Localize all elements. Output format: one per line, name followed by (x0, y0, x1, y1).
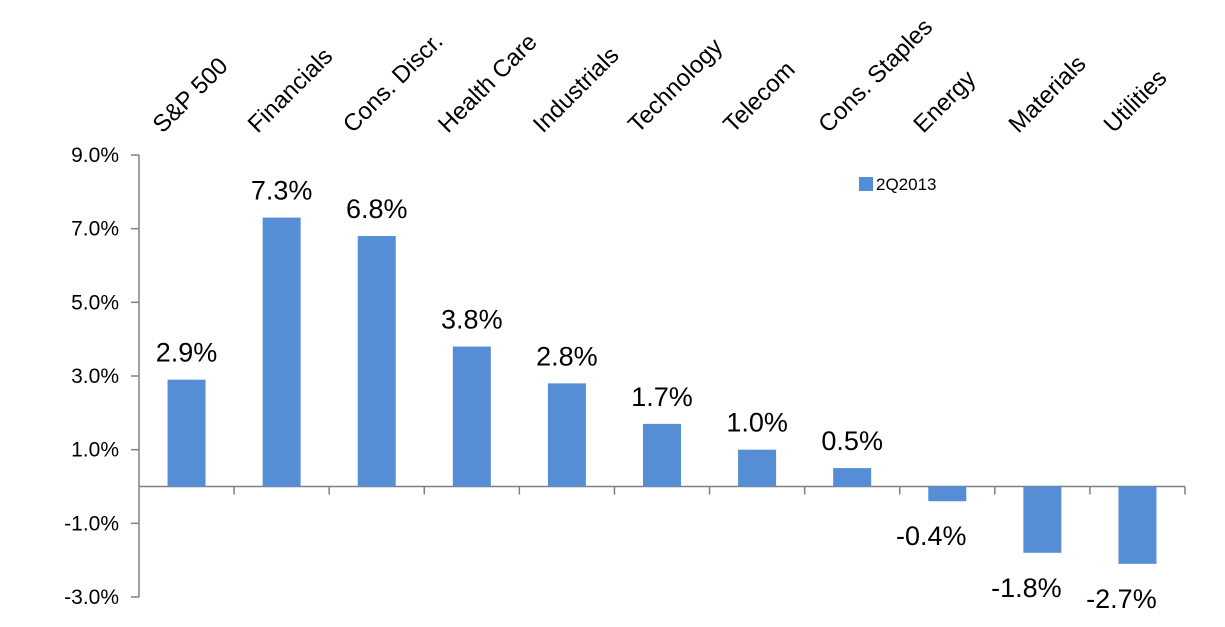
y-tick-label: 9.0% (71, 144, 119, 167)
data-label: 7.3% (251, 176, 313, 206)
category-label: Industrials (528, 42, 624, 138)
data-label: 0.5% (821, 426, 883, 456)
category-label: Financials (243, 43, 338, 138)
legend: 2Q2013 (859, 175, 937, 194)
data-label: -0.4% (896, 521, 967, 551)
category-label: Cons. Discr. (338, 28, 449, 139)
category-label: Health Care (433, 29, 543, 139)
y-axis: 9.0% 7.0% 5.0% 3.0% 1.0% -1.0% -3.0% (64, 144, 140, 609)
category-label: Energy (908, 65, 981, 138)
y-tick-label: 7.0% (71, 218, 119, 241)
category-labels: S&P 500 Financials Cons. Discr.Health Care… (148, 13, 1173, 138)
legend-swatch (859, 177, 873, 191)
category-label: Technology (623, 33, 728, 138)
bar (1023, 486, 1062, 553)
data-labels: 2.9% 7.3% 6.8% 3.8% 2.8% 1.7% 1.0% 0.5% -0.4% -1.… (156, 176, 1157, 614)
category-label: Utilities (1099, 64, 1173, 138)
category-label: Telecom (718, 56, 800, 138)
data-label: -1.8% (991, 573, 1062, 603)
data-label: 1.7% (631, 382, 693, 412)
bar (262, 217, 301, 487)
y-tick-label: -1.0% (64, 512, 119, 535)
y-tick-label: 1.0% (71, 439, 119, 462)
bar (833, 468, 872, 487)
y-tick-label: 5.0% (71, 291, 119, 314)
data-label: 6.8% (346, 194, 408, 224)
bar (547, 383, 586, 487)
bar (167, 379, 206, 487)
bar (643, 423, 681, 487)
y-tick-label: 3.0% (71, 365, 119, 388)
category-label: Materials (1004, 50, 1092, 138)
y-tick-label: -3.0% (64, 586, 119, 609)
category-label: S&P 500 (148, 52, 234, 138)
data-label: -2.7% (1086, 584, 1157, 614)
legend-label: 2Q2013 (876, 175, 937, 194)
bar (928, 486, 967, 502)
bar (452, 346, 491, 487)
bar (738, 449, 777, 487)
bar (1118, 486, 1157, 564)
data-label: 2.8% (536, 341, 598, 371)
data-label: 2.9% (156, 338, 218, 368)
bars (167, 217, 1157, 564)
bar (357, 236, 396, 487)
data-label: 1.0% (726, 408, 788, 438)
data-label: 3.8% (441, 305, 503, 335)
